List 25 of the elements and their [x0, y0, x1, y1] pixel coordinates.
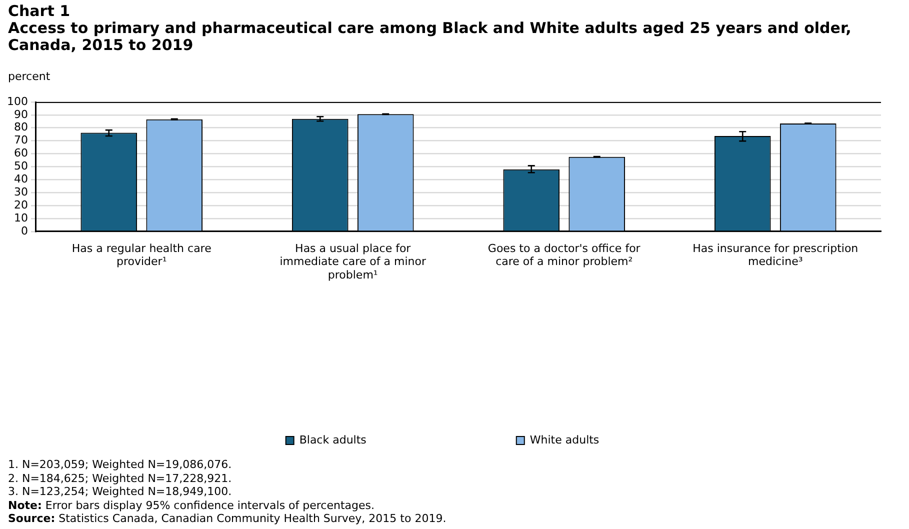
chart-subtitle: Access to primary and pharmaceutical care among Black and White adults aged 25 years and older, Canada, 2015 to 2019 [8, 19, 852, 54]
y-tick-label: 20 [14, 198, 28, 212]
x-tick-label: Has a usual place for immediate care of a minor problem¹ [280, 242, 426, 282]
y-tick-label: 30 [14, 185, 28, 198]
text: 2. N=184,625; Weighted N=17,228,921. [8, 472, 233, 485]
y-tick-label: 90 [14, 108, 28, 121]
y-tick-label: 70 [14, 134, 28, 147]
text: Note: Error bars display 95% confidence intervals of percentages. [8, 498, 376, 512]
y-tick-label: 100 [6, 94, 28, 108]
legend-label: Black adults [299, 433, 367, 446]
y-tick-label: 40 [14, 172, 28, 186]
y-tick-label: 60 [14, 146, 28, 160]
chart-title: Chart 1 [8, 2, 72, 20]
x-tick-label: Has a regular health care provider¹ [72, 242, 212, 268]
y-axis-title: percent [8, 70, 50, 83]
y-tick-label: 0 [20, 224, 28, 238]
legend-label: White adults [530, 433, 600, 446]
text: 3. N=123,254; Weighted N=18,949,100. [8, 485, 233, 498]
x-tick-label: Has insurance for prescription medicine³ [692, 242, 858, 268]
y-tick-label: 10 [14, 211, 28, 224]
y-tick-label: 80 [14, 120, 28, 134]
x-tick-label: Goes to a doctor's office for care of a minor problem² [488, 242, 641, 268]
source-note: Source: Statistics Canada, Canadian Community Health Survey, 2015 to 2019. [8, 512, 446, 526]
text: 1. N=203,059; Weighted N=19,086,076. [8, 458, 233, 472]
y-tick-label: 50 [14, 160, 28, 173]
